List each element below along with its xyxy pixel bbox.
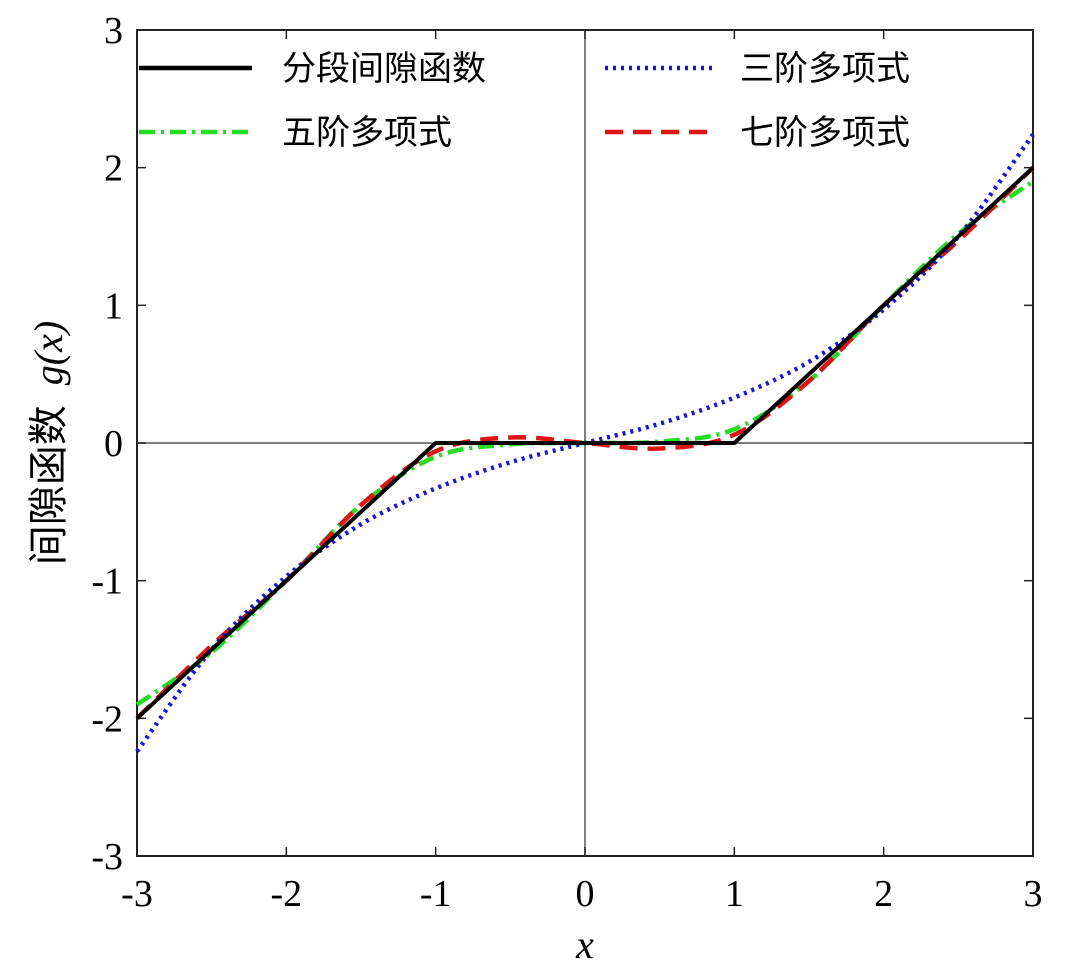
y-axis-title-var: g(x) — [26, 321, 71, 385]
y-tick-label: 3 — [104, 10, 123, 52]
y-tick-label: -2 — [91, 698, 123, 740]
x-tick-label: 1 — [725, 873, 744, 915]
y-axis-title-prefix: 间隙函数 — [26, 405, 71, 565]
series-layer — [135, 133, 1035, 753]
x-tick-label: 0 — [576, 873, 595, 915]
legend-label-1: 分段间隙函数 — [282, 49, 486, 89]
y-axis-title-group: 间隙函数 g(x) — [26, 321, 71, 565]
plot-area — [135, 29, 1035, 857]
x-tick-label: -2 — [271, 873, 303, 915]
legend-label-4: 七阶多项式 — [740, 113, 910, 153]
legend-label-3: 五阶多项式 — [282, 113, 452, 153]
x-tick-label: -1 — [420, 873, 452, 915]
x-axis-title: x — [575, 922, 594, 967]
y-tick-label: 2 — [104, 148, 123, 190]
legend-label-2: 三阶多项式 — [740, 49, 910, 89]
y-tick-label: 0 — [104, 423, 123, 465]
x-tick-label: -3 — [121, 873, 153, 915]
y-tick-label: -1 — [91, 561, 123, 603]
y-tick-label: 1 — [104, 285, 123, 327]
y-tick-labels: -3 -2 -1 0 1 2 3 — [91, 10, 123, 878]
y-axis-title: 间隙函数 g(x) — [26, 321, 71, 565]
axis-ticks — [136, 29, 1034, 857]
y-tick-label: -3 — [91, 836, 123, 878]
x-tick-labels: -3 -2 -1 0 1 2 3 — [121, 873, 1042, 915]
x-tick-label: 3 — [1024, 873, 1043, 915]
series-line-1 — [135, 166, 1035, 720]
x-tick-label: 2 — [874, 873, 893, 915]
